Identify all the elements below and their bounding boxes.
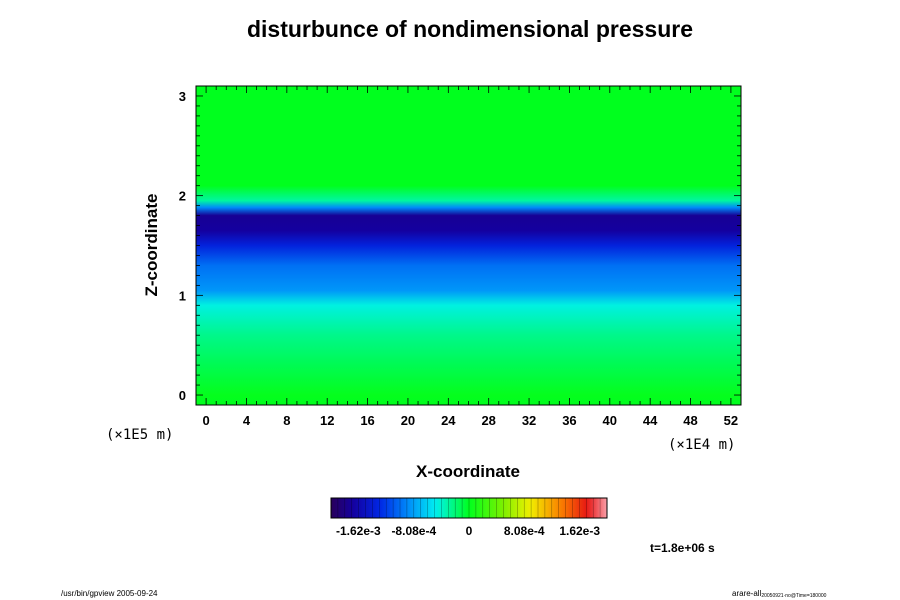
x-scale-label: (×1E4 m): [668, 437, 735, 453]
y-tick-label: 0: [179, 388, 186, 403]
colorbar-label: 0: [466, 524, 473, 538]
colorbar-label: 1.62e-3: [559, 524, 600, 538]
time-label: t=1.8e+06 s: [650, 541, 715, 555]
y-tick-label: 2: [179, 189, 186, 204]
footer-right: arare-all20050921·no@Time=180000: [732, 589, 827, 599]
colorbar-label: -1.62e-3: [336, 524, 381, 538]
axes: [195, 85, 742, 406]
footer-right-main: arare-all: [732, 589, 762, 598]
x-tick-label: 28: [481, 413, 495, 428]
colorbar-label: -8.08e-4: [391, 524, 436, 538]
chart-title: disturbunce of nondimensional pressure: [246, 16, 693, 42]
x-tick-label: 0: [202, 413, 209, 428]
x-tick-label: 32: [522, 413, 536, 428]
x-tick-label: 52: [724, 413, 738, 428]
x-tick-label: 4: [243, 413, 251, 428]
x-tick-label: 44: [643, 413, 658, 428]
y-tick-label: 3: [179, 89, 186, 104]
x-tick-label: 40: [603, 413, 617, 428]
y-scale-label: (×1E5 m): [106, 427, 173, 443]
footer-right-small: 20050921·no@Time=180000: [761, 593, 826, 599]
x-tick-label: 48: [683, 413, 697, 428]
heatmap-rect: [196, 86, 741, 405]
y-axis-label: Z-coordinate: [142, 194, 161, 297]
x-tick-label: 24: [441, 413, 456, 428]
colorbar-label: 8.08e-4: [504, 524, 545, 538]
x-axis-label: X-coordinate: [416, 462, 520, 481]
x-tick-label: 12: [320, 413, 334, 428]
heatmap-field: [196, 86, 741, 405]
y-tick-label: 1: [179, 288, 186, 303]
colorbar: -1.62e-3 -8.08e-4 0 8.08e-4 1.62e-3: [330, 497, 608, 538]
footer-left: /usr/bin/gpview 2005-09-24: [61, 589, 158, 598]
x-tick-label: 16: [360, 413, 374, 428]
x-tick-label: 8: [283, 413, 290, 428]
x-tick-label: 36: [562, 413, 576, 428]
x-tick-label: 20: [401, 413, 415, 428]
